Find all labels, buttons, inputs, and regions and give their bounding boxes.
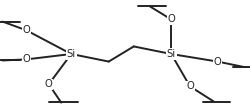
Text: Si: Si: [67, 49, 76, 59]
Text: O: O: [214, 57, 222, 67]
Text: O: O: [186, 81, 194, 91]
Text: O: O: [22, 54, 30, 64]
Text: Si: Si: [167, 49, 176, 59]
Text: O: O: [22, 25, 30, 35]
Text: O: O: [45, 79, 52, 89]
Text: O: O: [168, 14, 175, 24]
